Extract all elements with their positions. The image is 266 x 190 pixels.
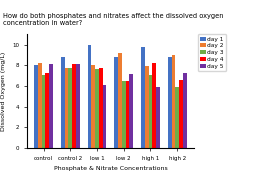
Bar — [65, 68, 68, 148]
Text: How do both phosphates and nitrates affect the dissolved oxygen concentration in: How do both phosphates and nitrates affe… — [3, 13, 223, 26]
Bar — [179, 80, 183, 148]
Bar — [45, 73, 49, 148]
Bar — [95, 69, 99, 148]
Bar — [118, 53, 122, 148]
Bar — [76, 64, 80, 148]
Legend: day 1, day 2, day 3, day 4, day 5: day 1, day 2, day 3, day 4, day 5 — [198, 34, 226, 71]
Bar — [61, 57, 65, 148]
Bar — [149, 75, 152, 148]
Bar — [49, 64, 53, 148]
Bar — [122, 81, 126, 148]
Bar — [126, 81, 129, 148]
Bar — [129, 74, 133, 148]
Bar — [168, 57, 172, 148]
Bar — [72, 64, 76, 148]
X-axis label: Phosphate & Nitrate Concentrations: Phosphate & Nitrate Concentrations — [53, 166, 167, 171]
Bar — [68, 68, 72, 148]
Bar — [183, 73, 186, 148]
Bar — [175, 87, 179, 148]
Bar — [38, 63, 42, 148]
Bar — [114, 57, 118, 148]
Bar — [156, 87, 160, 148]
Bar — [103, 85, 106, 148]
Bar — [145, 66, 149, 148]
Bar — [141, 47, 145, 148]
Bar — [92, 65, 95, 148]
Bar — [34, 65, 38, 148]
Y-axis label: Dissolved Oxygen (mg/L): Dissolved Oxygen (mg/L) — [1, 51, 6, 131]
Bar — [42, 75, 45, 148]
Bar — [99, 68, 103, 148]
Bar — [172, 55, 175, 148]
Bar — [152, 63, 156, 148]
Bar — [88, 45, 92, 148]
